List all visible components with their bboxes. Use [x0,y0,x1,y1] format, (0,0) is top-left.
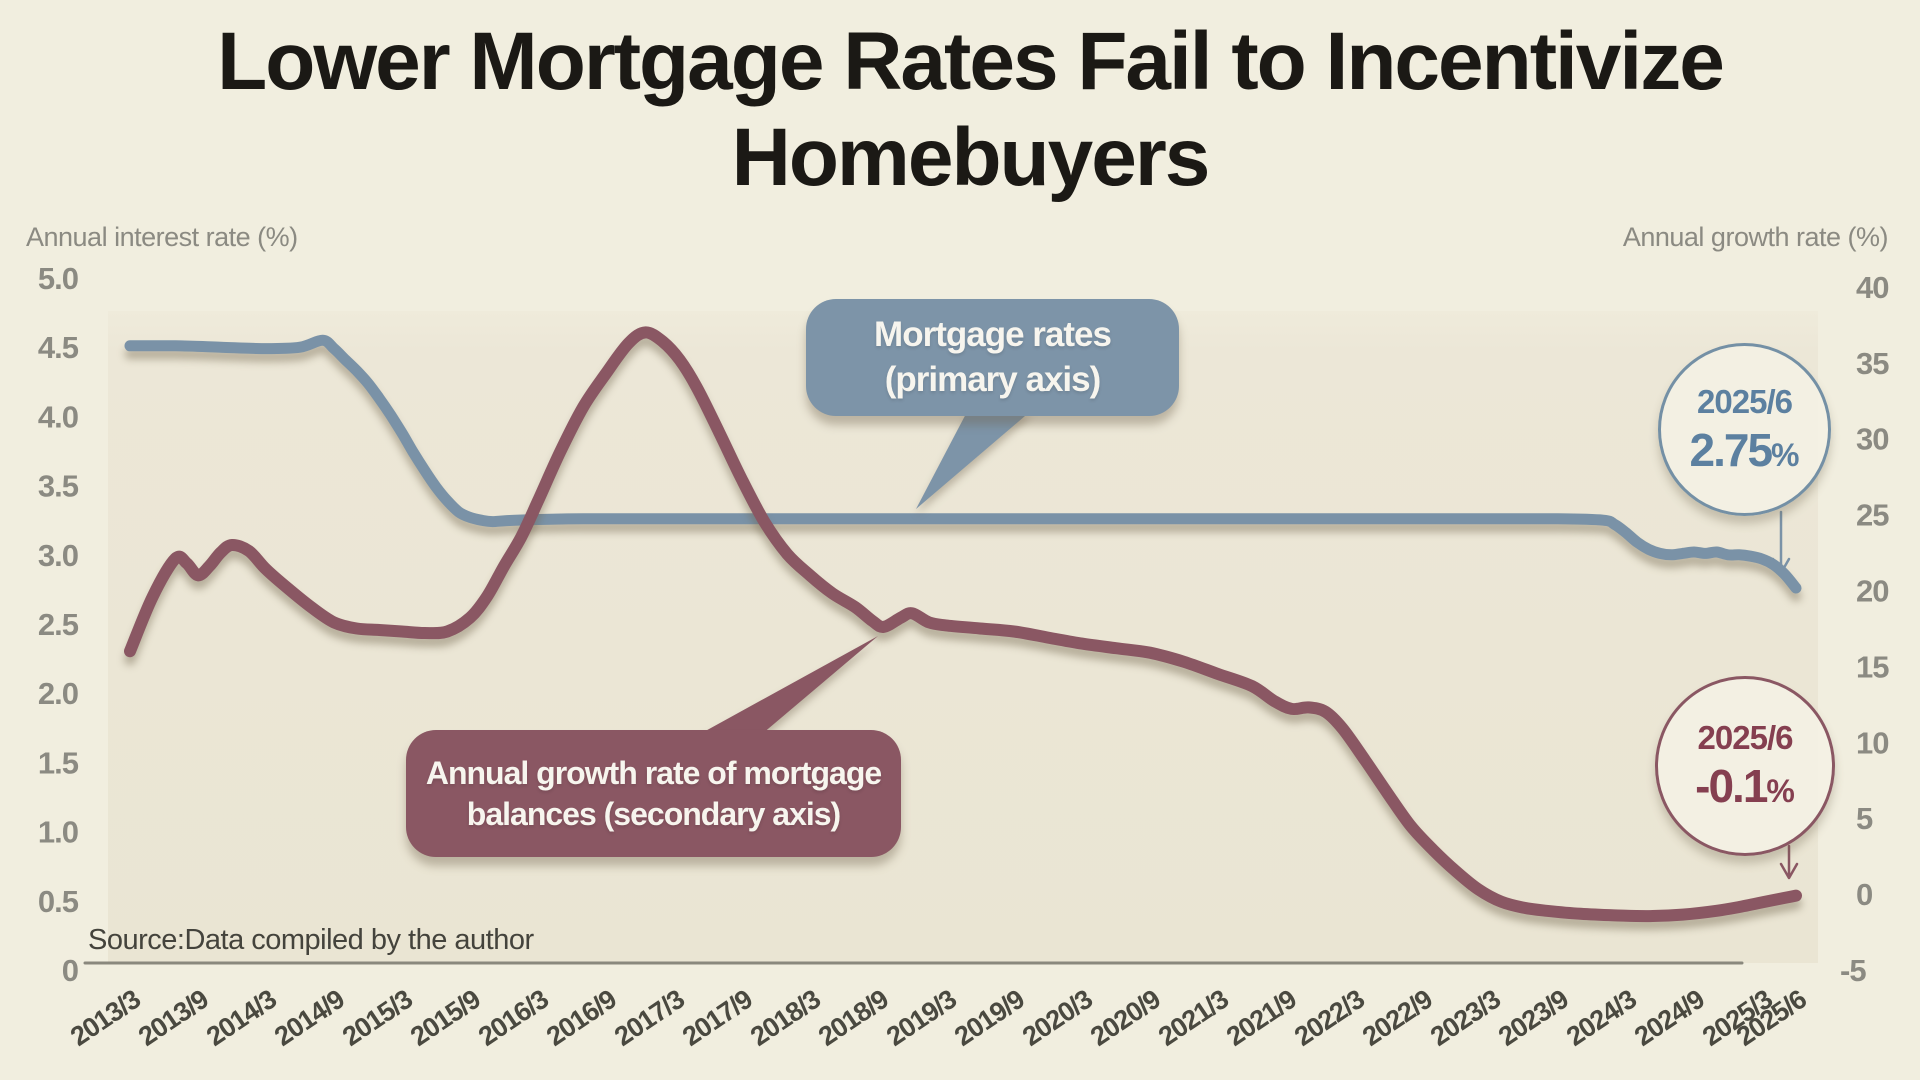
x-label-2020/3: 2020/3 [1017,984,1098,1052]
right-tick-40: 40 [1856,270,1888,305]
x-label-2014/3: 2014/3 [201,984,282,1052]
growth-badge-arrow [1779,844,1799,880]
growth-callout-line-1: Annual growth rate of mortgage [425,754,882,791]
x-label-2015/9: 2015/9 [405,984,486,1052]
left-tick-4.0: 4.0 [38,399,78,434]
mortgage-rate-line [124,334,1802,594]
source-note: Source:Data compiled by the author [88,924,534,956]
x-label-2023/9: 2023/9 [1493,984,1574,1052]
growth-rate-callout: Annual growth rate of mortgage balances … [406,730,901,857]
x-label-2019/3: 2019/3 [881,984,962,1052]
x-label-2024/3: 2024/3 [1561,984,1642,1052]
left-tick-4.5: 4.5 [38,330,79,365]
x-label-2017/9: 2017/9 [677,984,758,1052]
x-label-2019/9: 2019/9 [949,984,1030,1052]
x-label-2015/3: 2015/3 [337,984,418,1052]
right-tick-15: 15 [1856,649,1889,684]
growth-badge-value: -0.1% [1695,759,1795,813]
right-tick-25: 25 [1856,498,1889,533]
left-tick-2.5: 2.5 [38,607,79,642]
left-tick-0.5: 0.5 [38,884,79,919]
rate-badge-unit: % [1771,436,1800,473]
title-line-2: Homebuyers [731,112,1211,203]
balance-growth-line [124,326,1802,923]
right-tick-30: 30 [1856,422,1888,457]
x-label-2022/9: 2022/9 [1357,984,1438,1052]
left-tick-5.0: 5.0 [38,261,78,296]
title-line-1: Lower Mortgage Rates Fail to Incentivize [217,16,1725,107]
x-label-2016/9: 2016/9 [541,984,622,1052]
rate-badge-date: 2025/6 [1697,382,1793,420]
x-label-2023/3: 2023/3 [1425,984,1506,1052]
x-label-2021/3: 2021/3 [1153,984,1234,1052]
x-label-2020/9: 2020/9 [1085,984,1166,1052]
right-axis-title: Annual growth rate (%) [1622,222,1889,252]
left-tick-1.0: 1.0 [38,815,78,850]
growth-badge-date: 2025/6 [1697,719,1794,756]
x-label-2016/3: 2016/3 [473,984,554,1052]
right-tick--5: -5 [1840,953,1866,988]
latest-rate-badge: 2025/6 2.75% [1658,343,1831,516]
x-label-2025/6: 2025/6 [1731,984,1812,1052]
mortgage-rates-callout: Mortgage rates (primary axis) [806,299,1179,416]
left-tick-2.0: 2.0 [38,676,78,711]
x-label-2013/9: 2013/9 [133,984,214,1052]
rate-badge-arrow [1771,510,1791,575]
mortgage-callout-line-1: Mortgage rates [874,314,1112,354]
left-axis-ticks: 5.0 4.5 4.0 3.5 3.0 2.5 2.0 1.5 1.0 0.5 0 [38,261,80,988]
right-axis-ticks: 40 35 30 25 20 15 10 5 0 -5 [1840,270,1890,988]
x-label-2013/3: 2013/3 [65,984,146,1052]
x-label-2018/3: 2018/3 [745,984,826,1052]
left-tick-3.0: 3.0 [38,538,78,573]
growth-badge-unit: % [1766,773,1795,809]
right-tick-5: 5 [1856,801,1873,836]
growth-badge-number: -0.1 [1695,760,1768,812]
rate-badge-value: 2.75% [1690,423,1800,477]
page-title: Lower Mortgage Rates Fail to Incentivize… [10,14,1920,206]
x-label-2024/9: 2024/9 [1629,984,1710,1052]
growth-callout-tail [700,636,878,734]
right-tick-10: 10 [1856,725,1888,760]
mortgage-callout-tail [916,410,1032,509]
rate-badge-number: 2.75 [1689,423,1774,476]
x-label-2017/3: 2017/3 [609,984,690,1052]
x-axis-labels: 2013/32013/92014/32014/92015/32015/92016… [65,984,1812,1052]
right-tick-0: 0 [1856,877,1872,912]
left-tick-0: 0 [62,953,78,988]
right-tick-35: 35 [1856,346,1889,381]
left-axis-title: Annual interest rate (%) [26,222,298,252]
x-label-2022/3: 2022/3 [1289,984,1370,1052]
mortgage-callout-line-2: (primary axis) [884,359,1102,399]
x-label-2014/9: 2014/9 [269,984,350,1052]
right-tick-20: 20 [1856,574,1888,609]
left-tick-3.5: 3.5 [38,469,79,504]
latest-growth-badge: 2025/6 -0.1% [1655,676,1835,856]
left-tick-1.5: 1.5 [38,745,79,780]
x-label-2018/9: 2018/9 [813,984,894,1052]
growth-callout-line-2: balances (secondary axis) [466,795,841,832]
x-label-2021/9: 2021/9 [1221,984,1302,1052]
